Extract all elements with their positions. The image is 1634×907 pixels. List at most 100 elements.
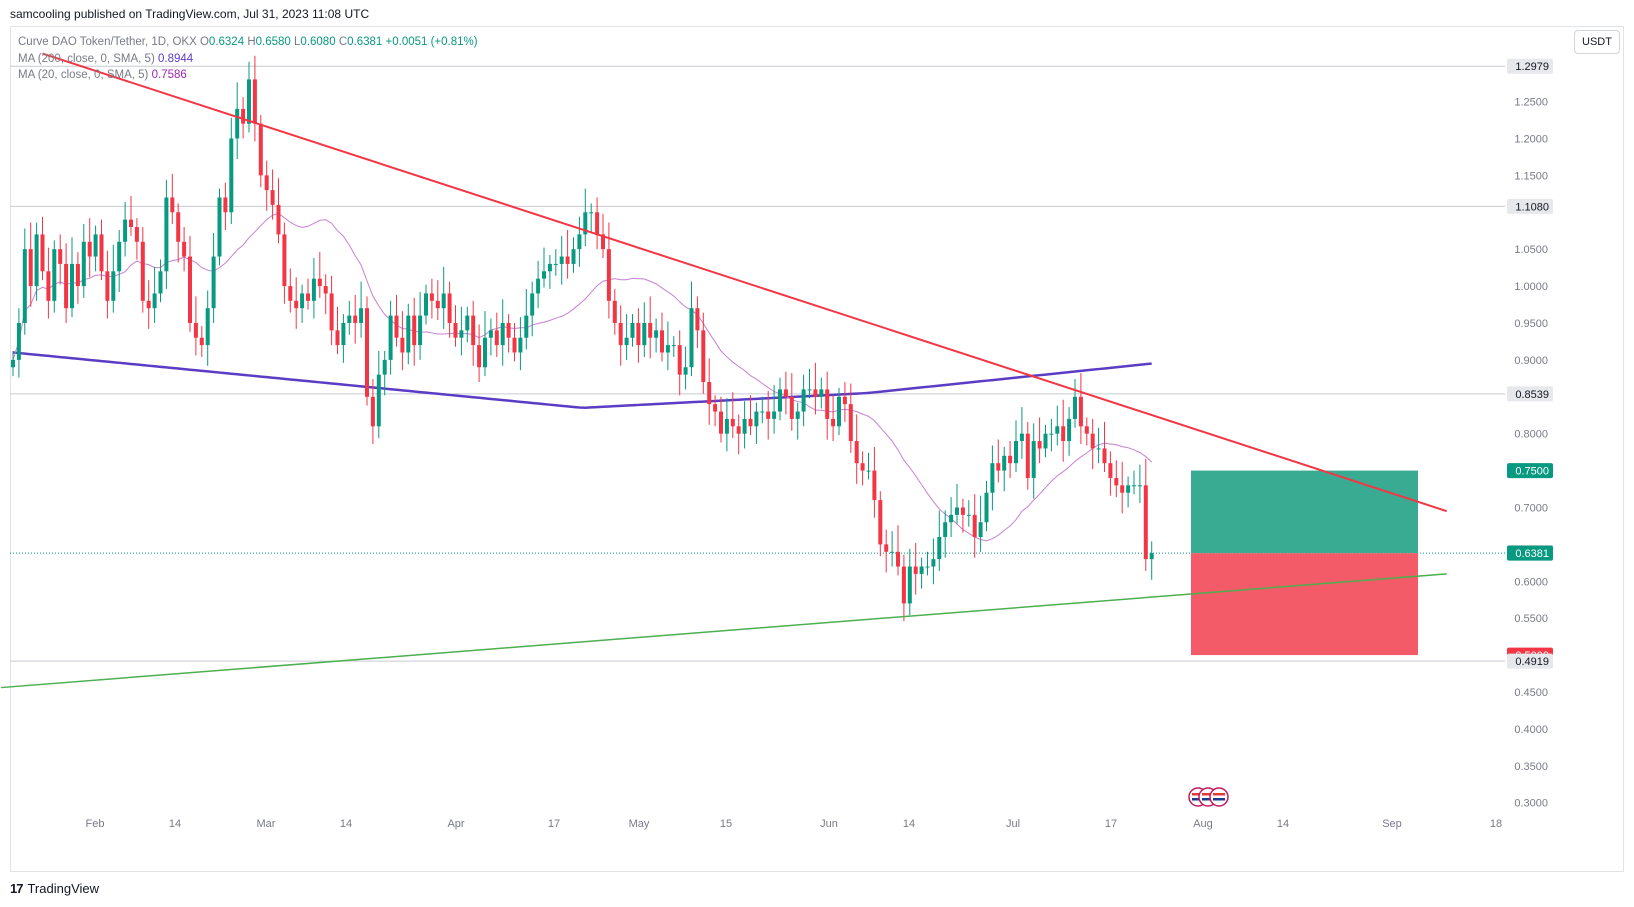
candle-body bbox=[294, 300, 299, 309]
candle-body bbox=[736, 426, 741, 434]
candle-body bbox=[1014, 441, 1018, 464]
candle-body bbox=[760, 411, 765, 413]
candle-body bbox=[205, 308, 210, 346]
candle-body bbox=[199, 337, 204, 346]
candle-body bbox=[1025, 433, 1030, 478]
candle-body bbox=[81, 241, 86, 287]
legend-symbol-row: Curve DAO Token/Tether, 1D, OKX O0.6324 … bbox=[18, 34, 478, 51]
x-tick-label: Aug bbox=[1193, 818, 1213, 830]
candle-body bbox=[435, 300, 440, 309]
price-label-box bbox=[1507, 58, 1553, 74]
candle-body bbox=[719, 411, 723, 434]
candle-body bbox=[1055, 426, 1060, 434]
candle-body bbox=[270, 190, 275, 205]
price-label-text: 0.6381 bbox=[1515, 548, 1549, 560]
candle-body bbox=[960, 507, 965, 515]
candle-body bbox=[323, 286, 328, 294]
x-axis-ticks: Feb 14 Mar 14 Apr 17 May 15 Jun 14 Jul 17 Aug 14 Sep 18 bbox=[86, 818, 1503, 830]
candle-body bbox=[453, 322, 458, 338]
candle-body bbox=[158, 271, 163, 294]
candle-body bbox=[11, 359, 15, 368]
candle-body bbox=[241, 108, 246, 124]
candle-body bbox=[848, 404, 853, 442]
candle-body bbox=[465, 315, 470, 331]
candle-body bbox=[878, 500, 883, 545]
candle-body bbox=[807, 389, 812, 391]
candle-body bbox=[884, 544, 889, 552]
candle-body bbox=[1067, 418, 1072, 442]
candle-body bbox=[347, 315, 352, 323]
candle-body bbox=[766, 411, 771, 419]
currency-button[interactable]: USDT bbox=[1574, 30, 1620, 54]
candle-body bbox=[382, 359, 387, 375]
candle-body bbox=[778, 389, 782, 412]
candle-body bbox=[22, 249, 27, 323]
candle-body bbox=[483, 337, 487, 368]
candle-body bbox=[972, 514, 977, 538]
candle-body bbox=[1049, 433, 1054, 435]
y-tick-label: 0.5500 bbox=[1514, 613, 1548, 625]
candle-body bbox=[335, 330, 340, 346]
legend-ma20-row: MA (20, close, 0, SMA, 5) 0.7586 bbox=[18, 67, 478, 84]
candle-body bbox=[276, 204, 281, 235]
candle-body bbox=[671, 345, 676, 347]
candle-body bbox=[872, 470, 877, 501]
candle-body bbox=[1137, 485, 1142, 487]
candle-body bbox=[990, 463, 995, 493]
chart-legend: Curve DAO Token/Tether, 1D, OKX O0.6324 … bbox=[18, 34, 478, 84]
legend-ma200-label: MA (200, close, 0, SMA, 5) bbox=[18, 52, 155, 65]
x-tick-label: 14 bbox=[903, 818, 915, 830]
candle-body bbox=[288, 286, 293, 301]
candle-body bbox=[665, 345, 670, 353]
price-label-box bbox=[1507, 545, 1553, 561]
legend-o-label: O bbox=[199, 36, 209, 48]
candle-body bbox=[866, 470, 871, 472]
candle-body bbox=[388, 315, 393, 360]
candle-body bbox=[353, 315, 358, 323]
candle-body bbox=[418, 315, 423, 346]
candle-body bbox=[854, 441, 859, 464]
candle-body bbox=[577, 234, 582, 250]
candle-body bbox=[955, 507, 959, 515]
candle-body bbox=[984, 492, 989, 523]
legend-ma200-row: MA (200, close, 0, SMA, 5) 0.8944 bbox=[18, 51, 478, 68]
candle-body bbox=[123, 219, 128, 242]
price-label-text: 0.8539 bbox=[1515, 389, 1549, 401]
candle-body bbox=[1043, 433, 1048, 449]
y-tick-label: 0.8000 bbox=[1514, 429, 1548, 441]
candle-body bbox=[494, 330, 499, 346]
x-tick-label: 17 bbox=[548, 818, 560, 830]
x-tick-label: Mar bbox=[257, 818, 276, 830]
flag-icon-stripe bbox=[1192, 793, 1204, 796]
candle-body bbox=[365, 308, 369, 397]
candle-body bbox=[801, 389, 806, 412]
candle-body bbox=[1096, 448, 1101, 450]
candle-body bbox=[447, 293, 452, 323]
flag-icon-stripe bbox=[1213, 793, 1225, 796]
candle-body bbox=[52, 249, 57, 301]
tradingview-logo[interactable]: 17 TradingView bbox=[10, 881, 99, 896]
x-tick-label: 14 bbox=[1277, 818, 1289, 830]
candle-body bbox=[500, 322, 505, 346]
candle-body bbox=[949, 514, 954, 523]
legend-change: +0.0051 (+0.81%) bbox=[385, 36, 478, 48]
candle-body bbox=[247, 79, 251, 124]
candle-body bbox=[783, 389, 788, 397]
event-flags-icon bbox=[1188, 787, 1229, 807]
candle-body bbox=[188, 256, 192, 323]
candle-body bbox=[907, 566, 912, 604]
candle-body bbox=[831, 418, 836, 427]
x-tick-label: Sep bbox=[1382, 818, 1402, 830]
candle-body bbox=[164, 197, 169, 272]
x-tick-label: 14 bbox=[169, 818, 181, 830]
candle-body bbox=[28, 249, 33, 287]
candle-body bbox=[370, 396, 375, 427]
candle-body bbox=[429, 293, 434, 301]
ma20-curve bbox=[12, 212, 1153, 542]
candle-body bbox=[258, 123, 263, 176]
price-label-box bbox=[1507, 463, 1553, 479]
y-tick-label: 1.0000 bbox=[1514, 281, 1548, 293]
candle-body bbox=[1108, 463, 1113, 478]
candle-body bbox=[129, 219, 133, 228]
